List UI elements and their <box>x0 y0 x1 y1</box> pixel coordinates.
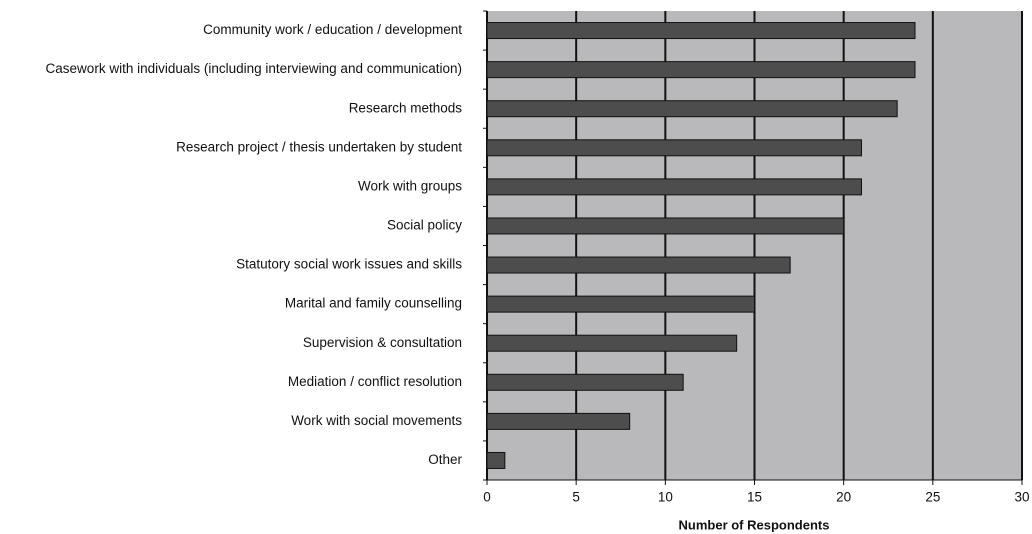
y-tick-label: Work with social movements <box>291 413 462 428</box>
x-tick-label: 10 <box>658 490 673 505</box>
bar <box>486 256 791 274</box>
bar <box>486 139 862 157</box>
bar <box>486 22 916 40</box>
y-tick-label: Mediation / conflict resolution <box>288 374 462 389</box>
bar <box>486 100 898 118</box>
bar <box>486 412 631 430</box>
y-tick-label: Work with groups <box>358 178 462 193</box>
y-tick-label: Other <box>428 452 462 467</box>
bar <box>486 178 862 196</box>
x-tick-label: 0 <box>483 490 491 505</box>
y-tick-label: Casework with individuals (including int… <box>46 61 462 76</box>
x-tick-label: 5 <box>572 490 580 505</box>
y-tick-label: Marital and family counselling <box>285 296 462 311</box>
bar <box>486 334 738 352</box>
bar <box>486 373 684 391</box>
x-axis-title: Number of Respondents <box>679 517 830 532</box>
y-tick-label: Statutory social work issues and skills <box>236 257 462 272</box>
y-tick-label: Community work / education / development <box>203 22 462 37</box>
x-tick-label: 25 <box>925 490 940 505</box>
y-tick-label: Supervision & consultation <box>303 335 462 350</box>
y-tick-label: Research methods <box>349 100 463 115</box>
bar <box>486 451 506 469</box>
x-tick-label: 30 <box>1014 490 1029 505</box>
x-tick-label: 15 <box>747 490 762 505</box>
bar <box>486 61 916 79</box>
bar <box>486 217 845 235</box>
x-tick-label: 20 <box>836 490 851 505</box>
y-tick-label: Research project / thesis undertaken by … <box>176 139 462 154</box>
bar <box>486 295 755 313</box>
y-tick-label: Social policy <box>387 218 462 233</box>
